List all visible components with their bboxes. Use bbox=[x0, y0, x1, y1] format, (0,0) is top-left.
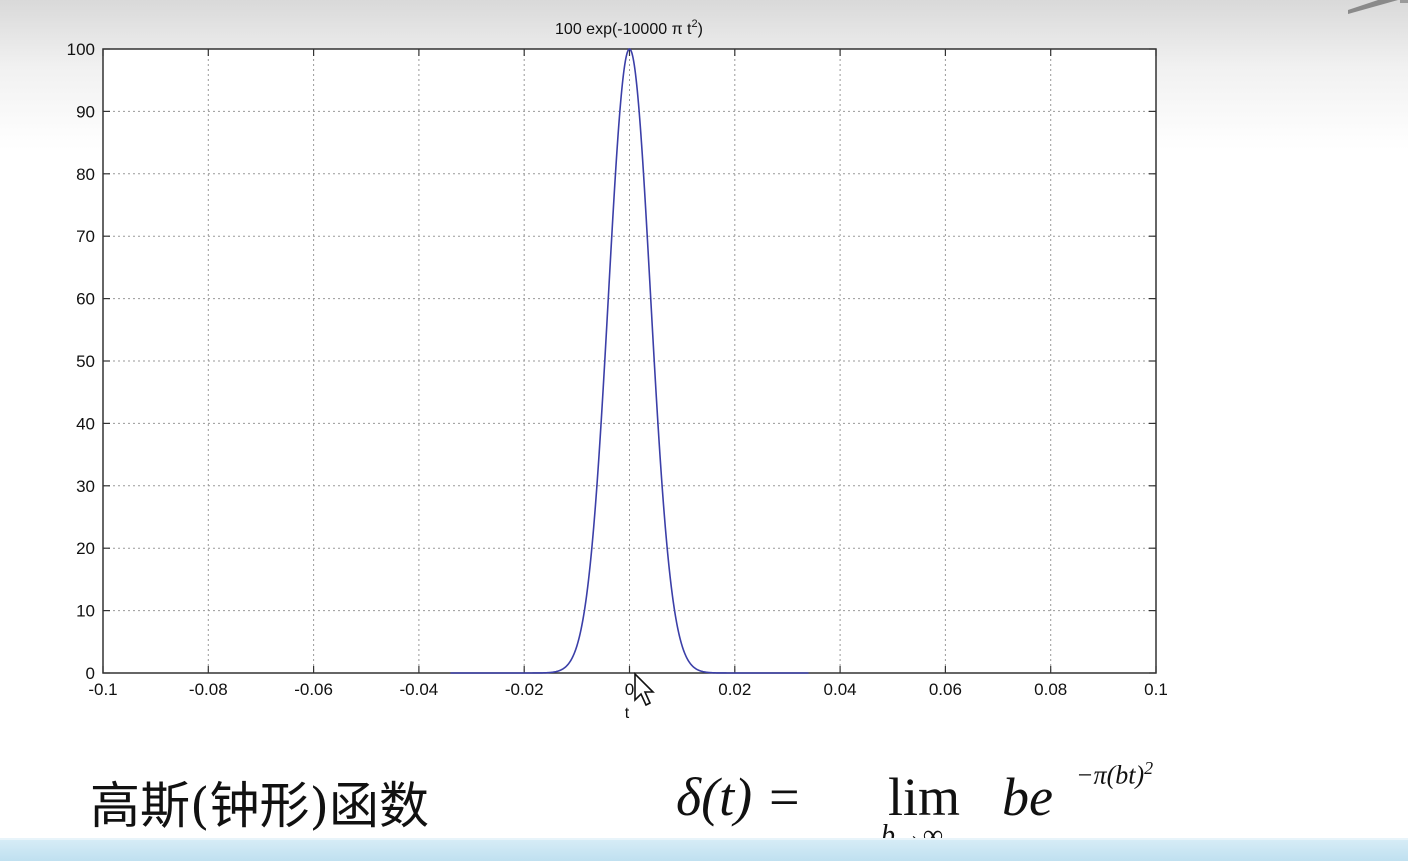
y-tick-label: 40 bbox=[76, 414, 95, 433]
x-tick-label: -0.06 bbox=[294, 680, 333, 699]
formula-exponent: −π(bt)2 bbox=[1076, 758, 1154, 790]
y-tick-label: 60 bbox=[76, 290, 95, 309]
tick-marks bbox=[102, 48, 1157, 674]
y-tick-label: 80 bbox=[76, 165, 95, 184]
x-tick-label: 0.06 bbox=[929, 680, 962, 699]
y-tick-label: 70 bbox=[76, 227, 95, 246]
formula-lim: lim bbox=[888, 767, 961, 827]
y-tick-label: 50 bbox=[76, 352, 95, 371]
formula-lhs: δ(t) = bbox=[676, 767, 803, 827]
x-tick-labels: -0.1 -0.08 -0.06 -0.04 -0.02 0 0.02 0.04 0.06 0.0… bbox=[88, 680, 1167, 699]
x-tick-label: -0.08 bbox=[189, 680, 228, 699]
x-tick-label: 0.02 bbox=[718, 680, 751, 699]
mouse-cursor-icon bbox=[634, 672, 655, 707]
y-tick-label: 30 bbox=[76, 477, 95, 496]
grid-lines bbox=[103, 49, 1156, 673]
slide-bottom-band bbox=[0, 838, 1408, 861]
caption-title: 高斯(钟形)函数 bbox=[90, 777, 430, 835]
x-axis-label: t bbox=[625, 705, 630, 722]
x-tick-label: 0.08 bbox=[1034, 680, 1067, 699]
x-tick-label: 0.1 bbox=[1144, 680, 1168, 699]
y-tick-labels: 0 10 20 30 40 50 60 70 80 90 100 bbox=[67, 40, 95, 683]
x-tick-label: -0.04 bbox=[400, 680, 439, 699]
gaussian-chart: -0.1 -0.08 -0.06 -0.04 -0.02 0 0.02 0.04 0.06 0.0… bbox=[67, 18, 1168, 722]
y-tick-label: 10 bbox=[76, 602, 95, 621]
x-tick-label: -0.02 bbox=[505, 680, 544, 699]
x-tick-label: -0.1 bbox=[88, 680, 117, 699]
corner-decoration-icon bbox=[1348, 0, 1408, 14]
gaussian-curve bbox=[450, 48, 809, 674]
x-tick-label: 0.04 bbox=[824, 680, 857, 699]
curve-layer bbox=[450, 48, 809, 674]
chart-title: 100 exp(-10000 π t2) bbox=[555, 18, 703, 38]
y-tick-label: 0 bbox=[86, 664, 95, 683]
y-tick-label: 100 bbox=[67, 40, 95, 59]
formula-body: be bbox=[1002, 767, 1053, 827]
y-tick-label: 90 bbox=[76, 102, 95, 121]
y-tick-label: 20 bbox=[76, 539, 95, 558]
x-tick-label: 0 bbox=[625, 680, 634, 699]
